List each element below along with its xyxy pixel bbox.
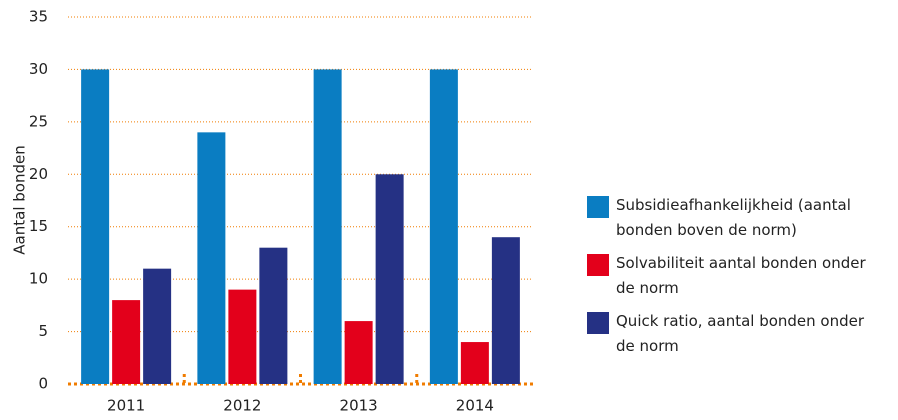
y-tick-label: 30 (29, 60, 48, 78)
bar (112, 300, 141, 384)
bar (460, 342, 489, 384)
legend: Subsidieafhankelijkheid (aantal bonden b… (587, 193, 887, 367)
x-tick-label: 2013 (340, 397, 378, 415)
legend-label: Quick ratio, aantal bonden onder de norm (616, 312, 865, 355)
y-tick-label: 15 (29, 217, 48, 235)
y-tick-label: 0 (38, 375, 48, 393)
x-tick-label: 2011 (107, 397, 145, 415)
bar (197, 132, 226, 384)
bar (375, 174, 404, 384)
bar (313, 69, 342, 384)
bar (429, 69, 458, 384)
bar (228, 289, 257, 384)
legend-swatch (587, 312, 609, 334)
y-tick-label: 25 (29, 112, 48, 130)
legend-label: Subsidieafhankelijkheid (aantal bonden b… (616, 196, 851, 239)
bar (143, 268, 172, 384)
x-tick-label: 2014 (456, 397, 494, 415)
bar (491, 237, 520, 384)
y-axis-label: Aantal bonden (11, 145, 29, 254)
y-tick-label: 5 (38, 322, 48, 340)
bar (259, 247, 288, 384)
legend-item: Quick ratio, aantal bonden onder de norm (587, 309, 887, 359)
bar (81, 69, 110, 384)
y-tick-label: 20 (29, 165, 48, 183)
legend-swatch (587, 254, 609, 276)
x-tick-label: 2012 (223, 397, 261, 415)
y-tick-label: 10 (29, 270, 48, 288)
legend-swatch (587, 196, 609, 218)
legend-label: Solvabiliteit aantal bonden onder de nor… (616, 254, 866, 297)
legend-item: Solvabiliteit aantal bonden onder de nor… (587, 251, 887, 301)
y-tick-label: 35 (29, 8, 48, 26)
bar (344, 321, 373, 384)
legend-item: Subsidieafhankelijkheid (aantal bonden b… (587, 193, 887, 243)
